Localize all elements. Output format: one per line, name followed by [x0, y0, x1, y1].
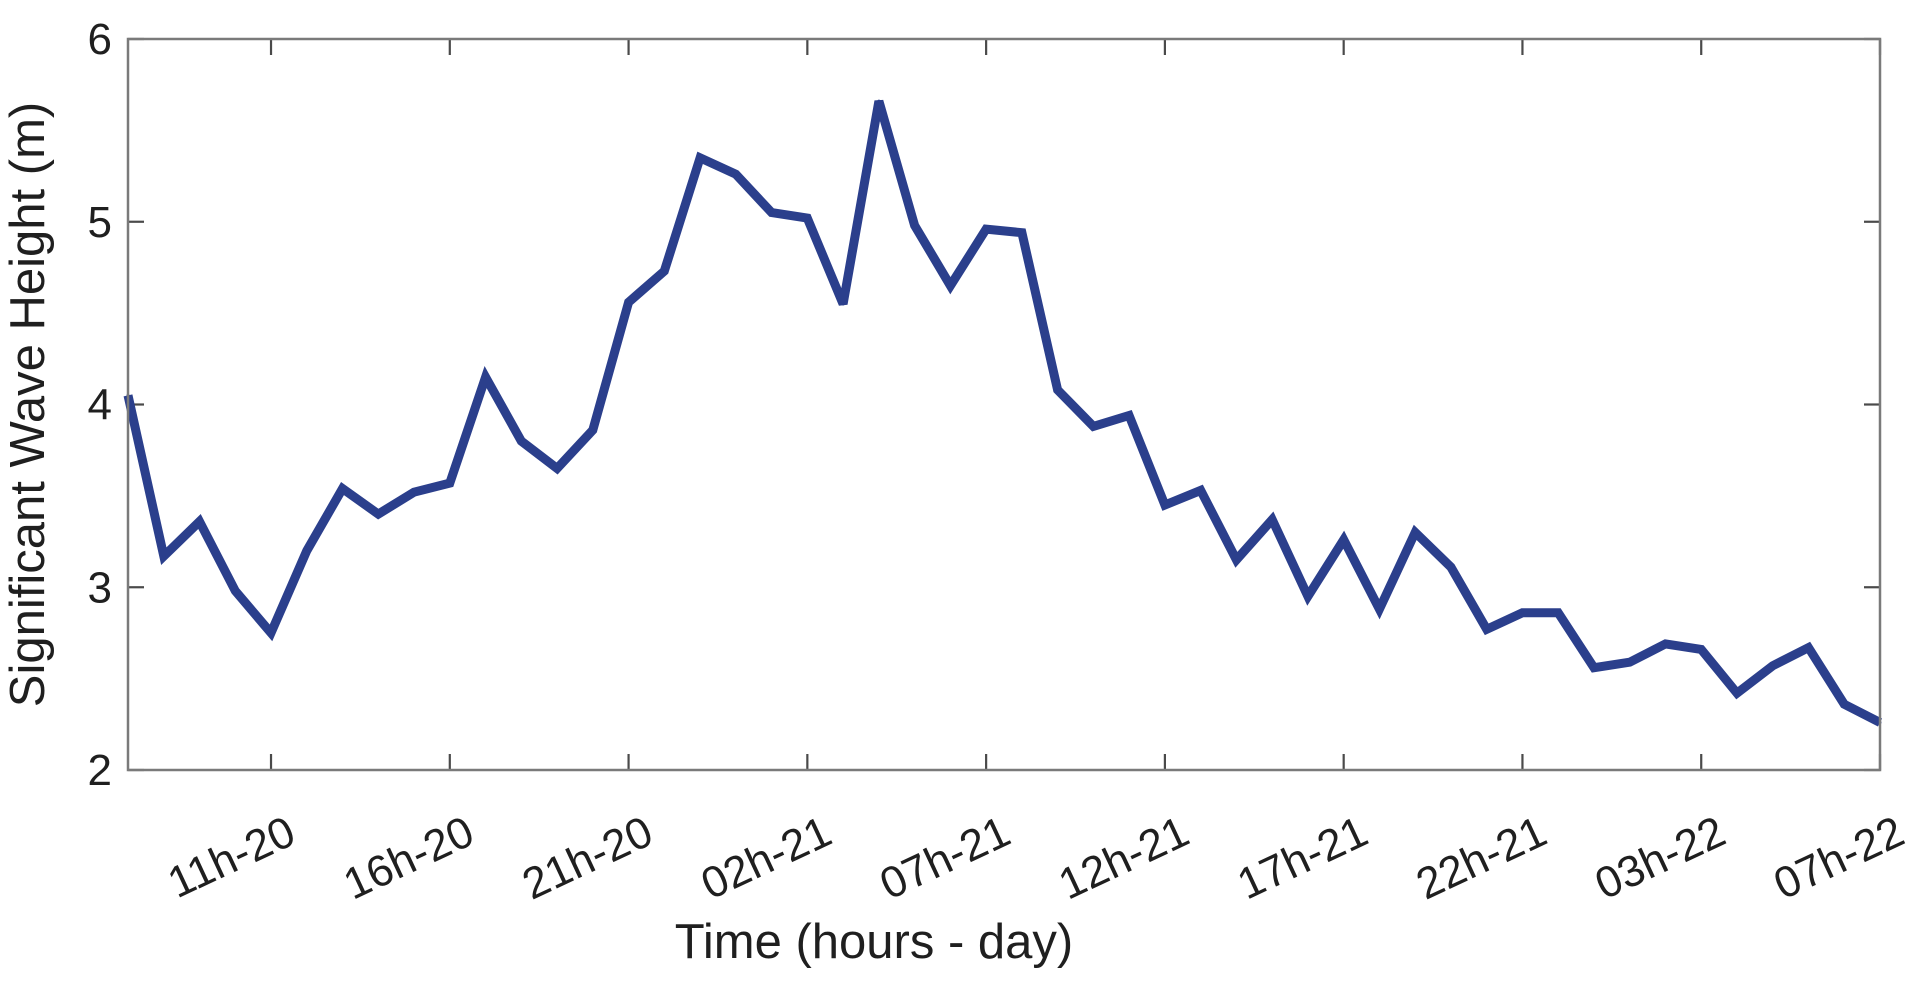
data-point: [1306, 594, 1310, 598]
x-axis-label: Time (hours - day): [675, 915, 1073, 969]
data-point: [376, 512, 380, 516]
data-point: [1699, 647, 1703, 651]
data-point: [484, 375, 488, 379]
data-point: [841, 302, 845, 306]
data-point: [1199, 488, 1203, 492]
data-point: [1413, 530, 1417, 534]
data-point: [448, 481, 452, 485]
plot-frame: [126, 37, 1882, 772]
data-point: [1664, 642, 1667, 646]
data-point: [1592, 666, 1596, 670]
data-point: [948, 284, 952, 288]
data-point: [1377, 607, 1381, 611]
data-point: [1091, 424, 1095, 428]
data-point: [1485, 627, 1489, 631]
data-point: [555, 467, 559, 470]
data-point: [341, 487, 344, 491]
data-point: [591, 428, 595, 432]
data-point: [662, 269, 666, 273]
data-point: [305, 549, 309, 553]
data-point: [1556, 611, 1560, 615]
data-point: [162, 554, 166, 558]
y-tick-label: 2: [88, 746, 112, 795]
y-tick-label: 5: [88, 198, 112, 247]
data-point: [805, 216, 809, 220]
data-point: [519, 439, 523, 443]
data-point: [1342, 538, 1346, 542]
y-axis-ticks: 2 3 4 5 6: [88, 15, 1880, 795]
data-point: [1056, 388, 1060, 392]
data-point: [698, 156, 702, 160]
data-point: [1771, 664, 1775, 668]
y-tick-label: 3: [88, 563, 112, 612]
data-point: [1520, 611, 1524, 615]
data-point: [913, 223, 917, 227]
y-tick-label: 6: [88, 15, 112, 64]
data-point: [269, 631, 273, 635]
data-point: [198, 520, 201, 523]
data-point: [1628, 660, 1632, 664]
y-axis-label: Significant Wave Height (m): [1, 102, 55, 707]
data-point: [1735, 691, 1739, 695]
series-layer: [123, 99, 1883, 727]
data-point: [984, 227, 988, 231]
data-point: [1842, 702, 1846, 706]
y-tick-label: 4: [88, 381, 112, 430]
data-point: [412, 490, 416, 494]
data-point: [1020, 231, 1024, 235]
data-point: [233, 589, 237, 593]
data-point: [627, 300, 631, 304]
data-point: [877, 99, 881, 103]
data-point: [770, 211, 774, 215]
data-point: [1807, 646, 1810, 650]
data-point: [734, 172, 738, 176]
data-point: [1449, 565, 1453, 569]
series-line: [123, 99, 1883, 727]
data-point: [1163, 503, 1167, 507]
data-point: [1234, 558, 1238, 562]
data-point: [1127, 414, 1131, 417]
data-point: [1270, 518, 1274, 522]
